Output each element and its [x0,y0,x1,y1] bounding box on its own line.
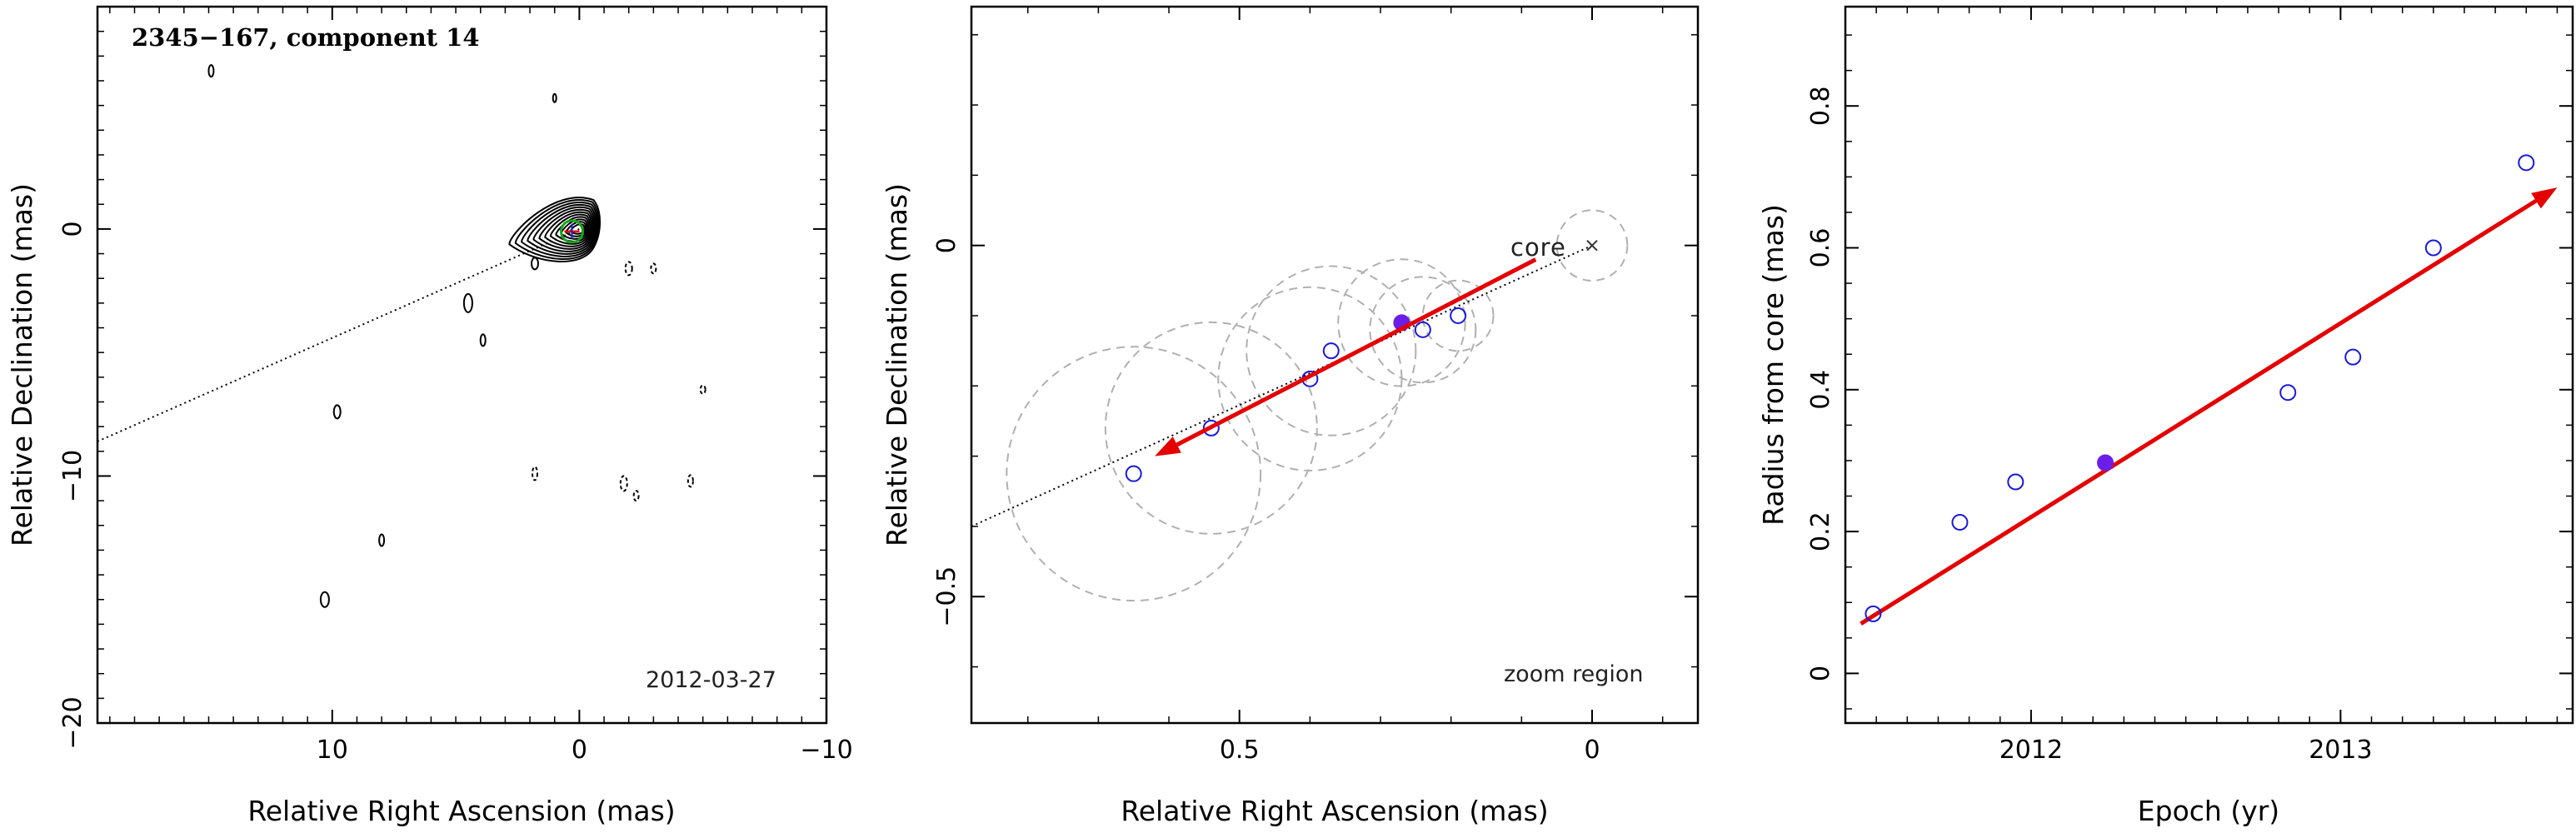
panel-2-y-tick-label: 0 [932,237,961,253]
panel-1-y-axis-label: Relative Declination (mas) [6,183,38,546]
panel-1-contour-blob [531,257,539,271]
panel-1-jet-axis-line [97,227,580,442]
panel-zoom-region: 0.5 0 0 −0.5 zoom region core Relative Righ… [881,5,1700,827]
panel-1-date-label: 2012-03-27 [646,667,776,693]
panel-3-x-tick-label: 2012 [1999,736,2063,765]
panel-1-contour-blob [650,262,657,275]
panel-3-y-tick-label: 0.8 [1806,86,1835,126]
panel-2-x-axis-label: Relative Right Ascension (mas) [1121,795,1548,827]
panel-1-contour-blob [686,474,694,488]
panel-1-contour-blob [552,92,557,103]
panel-3-x-tick-label: 2013 [2309,736,2372,765]
panel-3-frame [1844,5,2574,725]
panel-3-y-axis-label: Radius from core (mas) [1757,204,1790,526]
panel-2-data-point [1414,321,1431,338]
panel-1-y-tick-label: 0 [58,221,87,237]
panel-1-contour-blob [532,466,538,481]
panel-3-data-point [2518,154,2535,172]
panel-1-contour-blob [624,261,633,277]
panel-1-contour-level [560,218,588,240]
panel-1-contour-level [538,208,594,250]
panel-2-y-tick-label: −0.5 [932,566,961,627]
panel-2-component-size-circle [1369,276,1477,384]
panel-2-frame [970,5,1700,725]
panel-1-contour-level [527,204,597,255]
panel-3-y-tick-label: 0.6 [1806,228,1835,268]
panel-2-y-axis-label: Relative Declination (mas) [881,183,913,546]
panel-radius-vs-epoch: 2012 2013 0 0.2 0.4 0.6 0.8 Epoch (yr) Radius … [1757,5,2574,827]
panel-2-component-size-circle [1006,346,1262,602]
panel-1-x-axis-label: Relative Right Ascension (mas) [247,795,675,827]
panel-3-data-point [1951,514,1969,531]
panel-1-x-tick-label: −10 [800,736,852,765]
panel-3-data-point [2424,239,2442,257]
panel-2-core-size-circle [1555,209,1629,282]
panel-1-contour-blob [699,384,706,395]
panel-2-data-point [1125,465,1142,482]
panel-1-y-tick-label: −20 [58,696,87,749]
panel-1-contour-level [544,211,592,247]
panel-2-motion-arrow [1176,257,1537,447]
panel-1-contour-level [508,197,602,262]
panel-1-contour-blob [207,64,215,78]
panel-2-x-tick-label: 0 [1584,736,1600,765]
panel-1-contour-level [514,199,600,260]
panel-1-contour-blob [319,591,330,608]
panel-2-data-point [1202,419,1220,436]
panel-1-contour-blob [619,475,628,492]
panel-1-contour-blob [632,490,640,502]
panel-3-data-point-filled [2097,454,2114,471]
panel-1-contour-level [569,223,586,235]
panel-3-x-axis-label: Epoch (yr) [2138,795,2279,827]
panel-1-y-tick-label: −10 [58,450,87,502]
panel-3-y-tick-label: 0.4 [1806,370,1835,410]
panel-1-frame [96,5,828,725]
panel-3-data-point [2007,473,2024,491]
panel-1-component-green-marker [559,219,584,244]
panel-1-title: 2345−167, component 14 [132,23,480,52]
panel-3-fit-arrow [1860,198,2538,626]
panel-2-component-size-circle [1217,286,1403,471]
panel-2-core-label: core [1510,233,1566,262]
panel-3-y-tick-label: 0.2 [1806,511,1835,551]
panel-1-contour-blob [462,292,473,313]
panel-3-data-point [2279,384,2297,402]
panel-1-contour-blob [378,533,386,547]
panel-3-y-tick-label: 0 [1806,666,1835,681]
panel-1-contour-level [521,202,598,257]
panel-2-motion-arrow-head [1155,436,1181,456]
panel-1-contour-level [549,213,592,245]
panel-2-data-point [1322,342,1340,360]
panel-1-contour-blob [479,333,487,347]
panel-2-component-size-circle [1104,321,1318,535]
panel-2-x-tick-label: 0.5 [1220,736,1260,765]
panel-3-data-point [1865,605,1882,622]
panel-contour-map: 10 0 −10 0 −10 −20 2345−167, component 14 201… [6,5,853,827]
panel-2-jet-axis-line [971,244,1593,527]
panel-3-fit-arrow-head [2531,187,2558,209]
panel-2-component-size-circle [1421,279,1495,352]
panel-2-zoom-annotation: zoom region [1504,661,1643,687]
panel-2-component-size-circle [1246,265,1417,436]
panel-1-x-tick-label: 0 [572,736,587,765]
panel-1-x-tick-label: 10 [317,736,348,765]
panel-1-contour-blob [332,404,342,420]
panel-1-contour-level [532,206,596,252]
panel-2-core-marker [1586,239,1598,252]
panel-3-data-point [2344,348,2362,366]
panel-2-data-point [1450,307,1467,324]
